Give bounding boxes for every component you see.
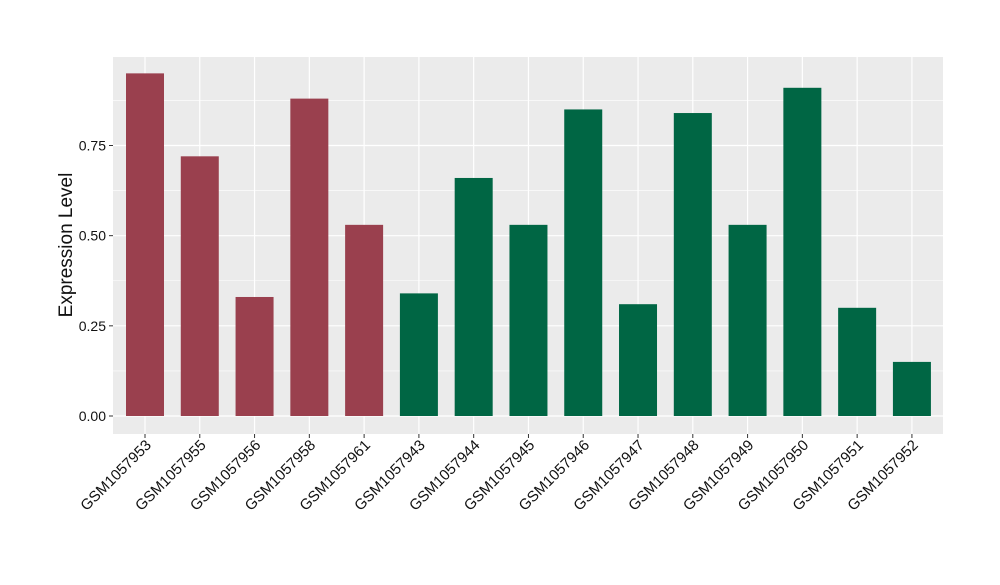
bar-GSM1057953 [126, 73, 164, 416]
bar-GSM1057950 [783, 87, 822, 416]
y-tick-label: 0.75 [79, 138, 106, 154]
bar-GSM1057955 [180, 156, 219, 416]
bar-GSM1057947 [619, 304, 658, 416]
bar-GSM1057948 [673, 113, 712, 416]
bar-GSM1057956 [235, 296, 274, 416]
x-axis: GSM1057953GSM1057955GSM1057956GSM1057958… [77, 434, 922, 514]
y-axis: 0.00 0.25 0.50 0.75 [79, 138, 113, 424]
bars [126, 73, 931, 416]
bar-GSM1057946 [564, 109, 603, 416]
bar-GSM1057949 [728, 224, 767, 416]
y-tick-label: 0.00 [79, 408, 106, 424]
bar-GSM1057951 [838, 307, 877, 416]
bar-GSM1057961 [345, 224, 384, 416]
bar-GSM1057944 [454, 177, 493, 416]
y-tick-label: 0.50 [79, 228, 106, 244]
y-axis-label: Expression Level [56, 173, 77, 318]
bar-GSM1057958 [290, 98, 329, 416]
bar-GSM1057945 [509, 224, 548, 416]
bar-GSM1057943 [399, 293, 438, 416]
bar-GSM1057952 [892, 361, 931, 416]
y-tick-label: 0.25 [79, 318, 106, 334]
